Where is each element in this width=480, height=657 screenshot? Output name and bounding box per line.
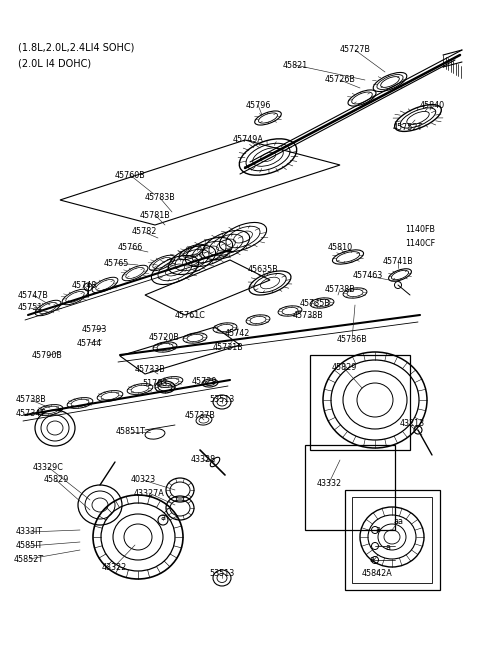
Text: 45842A: 45842A xyxy=(361,570,392,579)
Text: 45741B: 45741B xyxy=(383,256,413,265)
Text: 45731B: 45731B xyxy=(213,342,243,351)
Text: 45793: 45793 xyxy=(81,325,107,334)
Text: 43322: 43322 xyxy=(101,562,127,572)
Text: 45821: 45821 xyxy=(282,60,308,70)
Text: a: a xyxy=(375,526,381,535)
Text: 43332: 43332 xyxy=(316,478,342,487)
Text: 45810: 45810 xyxy=(327,244,353,252)
Text: 45829: 45829 xyxy=(331,363,357,373)
Text: 45738B: 45738B xyxy=(16,396,47,405)
Text: a: a xyxy=(370,556,374,564)
Text: 45752T: 45752T xyxy=(393,124,423,133)
Text: (2.0L I4 DOHC): (2.0L I4 DOHC) xyxy=(18,58,91,68)
Text: 45766: 45766 xyxy=(118,244,143,252)
Text: 43329C: 43329C xyxy=(33,463,63,472)
Bar xyxy=(310,355,410,450)
Text: a: a xyxy=(160,514,166,522)
Text: 45738B: 45738B xyxy=(293,311,324,321)
Text: 45737B: 45737B xyxy=(185,411,216,420)
Text: 45760B: 45760B xyxy=(115,171,145,179)
Text: 45738B: 45738B xyxy=(324,284,355,294)
Text: 45852T: 45852T xyxy=(14,555,44,564)
Text: 45796: 45796 xyxy=(245,101,271,110)
Text: 45733B: 45733B xyxy=(134,365,166,373)
Text: 45840: 45840 xyxy=(420,101,444,110)
Text: 4333IT: 4333IT xyxy=(15,528,43,537)
Bar xyxy=(305,445,395,530)
Text: 45635B: 45635B xyxy=(248,265,278,275)
Text: 4585IT: 4585IT xyxy=(15,541,43,551)
Text: 45726B: 45726B xyxy=(324,76,355,85)
Text: 45765: 45765 xyxy=(103,258,129,267)
Text: (1.8L,2.0L,2.4LI4 SOHC): (1.8L,2.0L,2.4LI4 SOHC) xyxy=(18,42,134,52)
Bar xyxy=(352,497,432,583)
Text: 45751: 45751 xyxy=(17,304,43,313)
Text: 45727B: 45727B xyxy=(339,45,371,55)
Text: 43213: 43213 xyxy=(399,420,425,428)
Text: 51703: 51703 xyxy=(143,378,168,388)
Text: 45736B: 45736B xyxy=(336,336,367,344)
Text: a: a xyxy=(385,543,391,551)
Text: 45829: 45829 xyxy=(43,476,69,484)
Text: 45729: 45729 xyxy=(191,376,217,386)
Text: 45744: 45744 xyxy=(76,338,102,348)
Text: 45749A: 45749A xyxy=(233,135,264,145)
Text: 45735B: 45735B xyxy=(300,298,330,307)
Text: 45720B: 45720B xyxy=(149,332,180,342)
Bar xyxy=(345,490,440,590)
Text: 45783B: 45783B xyxy=(144,194,175,202)
Text: 45851T: 45851T xyxy=(116,428,146,436)
Text: 45734T: 45734T xyxy=(16,409,46,417)
Text: 43327A: 43327A xyxy=(133,489,164,497)
Text: 53513: 53513 xyxy=(209,394,235,403)
Text: 40323: 40323 xyxy=(131,476,156,484)
Text: 1140FB: 1140FB xyxy=(405,225,435,235)
Text: 45782: 45782 xyxy=(132,227,156,237)
Text: 457463: 457463 xyxy=(353,271,383,281)
Text: aa: aa xyxy=(393,518,403,526)
Text: 45790B: 45790B xyxy=(32,351,62,361)
Text: 53513: 53513 xyxy=(209,570,235,579)
Text: 43328: 43328 xyxy=(191,455,216,464)
Text: 45747B: 45747B xyxy=(18,290,48,300)
Text: 45781B: 45781B xyxy=(140,210,170,219)
Text: 45742: 45742 xyxy=(224,330,250,338)
Text: 1140CF: 1140CF xyxy=(405,238,435,248)
Text: 45748: 45748 xyxy=(72,281,96,290)
Text: 45761C: 45761C xyxy=(175,311,205,321)
